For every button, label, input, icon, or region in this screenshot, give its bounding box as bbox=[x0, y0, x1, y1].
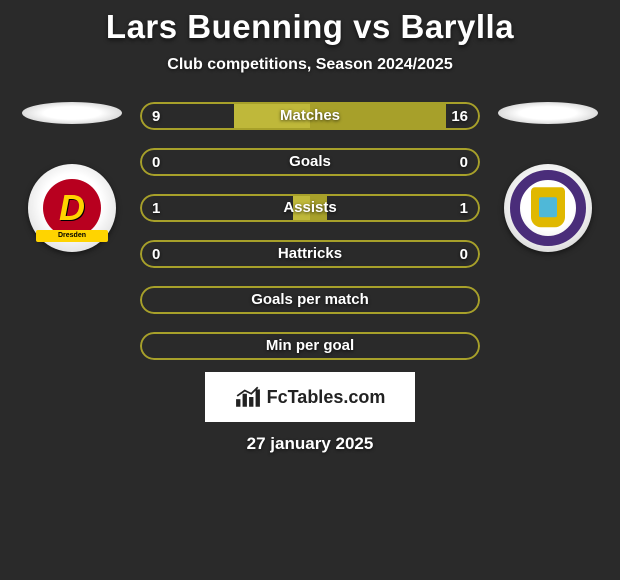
date-label: 27 january 2025 bbox=[0, 434, 620, 454]
stat-label: Matches bbox=[140, 102, 480, 130]
left-team-column: D Dresden bbox=[22, 102, 122, 252]
right-ellipse bbox=[498, 102, 598, 124]
comparison-card: Lars Buenning vs Barylla Club competitio… bbox=[0, 0, 620, 580]
left-team-banner: Dresden bbox=[36, 230, 108, 242]
stat-label: Goals per match bbox=[140, 286, 480, 314]
left-team-letter: D bbox=[43, 179, 101, 237]
stat-row: 00Goals bbox=[140, 148, 480, 176]
stat-label: Hattricks bbox=[140, 240, 480, 268]
chart-icon bbox=[235, 386, 261, 408]
page-subtitle: Club competitions, Season 2024/2025 bbox=[0, 56, 620, 74]
stat-label: Assists bbox=[140, 194, 480, 222]
right-team-shield bbox=[531, 187, 565, 227]
left-ellipse bbox=[22, 102, 122, 124]
right-team-column bbox=[498, 102, 598, 252]
stats-bars: 916Matches 00Goals 11Assists 00Hattricks Goa… bbox=[140, 102, 480, 360]
stat-row: 11Assists bbox=[140, 194, 480, 222]
left-team-badge: D Dresden bbox=[28, 164, 116, 252]
page-title: Lars Buenning vs Barylla bbox=[0, 8, 620, 46]
stat-row: Goals per match bbox=[140, 286, 480, 314]
stat-row: 916Matches bbox=[140, 102, 480, 130]
stat-label: Goals bbox=[140, 148, 480, 176]
stat-row: 00Hattricks bbox=[140, 240, 480, 268]
main-row: D Dresden 916Matches 00Goals 11Assists 00Ha… bbox=[0, 102, 620, 360]
stat-row: Min per goal bbox=[140, 332, 480, 360]
watermark-label: FcTables.com bbox=[267, 387, 386, 408]
stat-label: Min per goal bbox=[140, 332, 480, 360]
watermark: FcTables.com bbox=[205, 372, 415, 422]
right-team-badge bbox=[504, 164, 592, 252]
